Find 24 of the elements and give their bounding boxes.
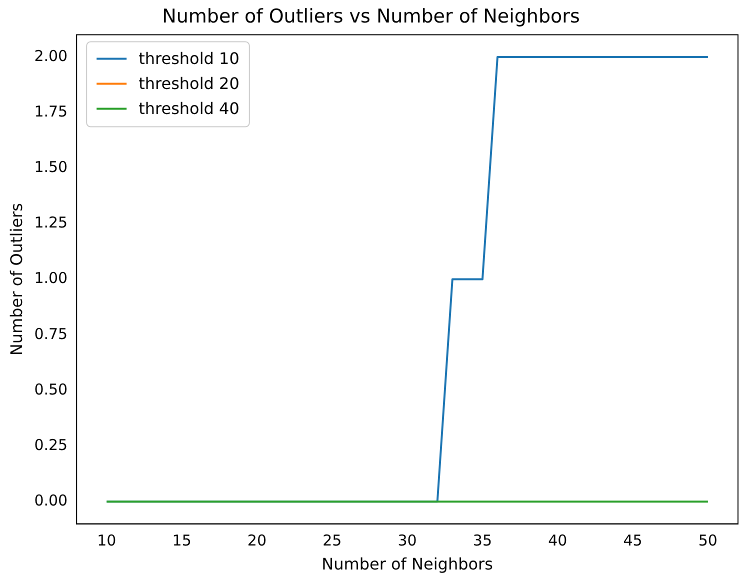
y-tick-label: 0.00 [34, 491, 68, 510]
y-tick-label: 1.00 [34, 269, 68, 288]
x-tick-label: 15 [172, 532, 192, 550]
x-tick-label: 35 [472, 532, 492, 550]
x-tick-label: 50 [698, 532, 718, 550]
x-tick-label: 10 [97, 532, 116, 550]
legend-label: threshold 10 [138, 48, 240, 68]
x-axis-title: Number of Neighbors [322, 554, 493, 574]
x-tick-label: 20 [247, 532, 267, 550]
x-tick-label: 30 [398, 532, 417, 550]
y-tick-label: 0.50 [34, 380, 68, 398]
legend-label: threshold 40 [138, 98, 240, 118]
y-tick-label: 1.50 [34, 158, 68, 176]
y-axis-title: Number of Outliers [6, 203, 26, 356]
x-tick-label: 25 [322, 532, 342, 550]
x-tick-label: 40 [548, 532, 568, 550]
legend-label: threshold 20 [138, 74, 240, 93]
y-tick-label: 2.00 [34, 46, 68, 65]
x-tick-label: 45 [623, 532, 642, 550]
y-tick-label: 1.75 [34, 102, 68, 120]
y-tick-label: 0.75 [34, 324, 68, 343]
chart-title: Number of Outliers vs Number of Neighbors [162, 5, 580, 28]
y-tick-label: 1.25 [34, 214, 68, 232]
y-tick-label: 0.25 [34, 436, 68, 454]
